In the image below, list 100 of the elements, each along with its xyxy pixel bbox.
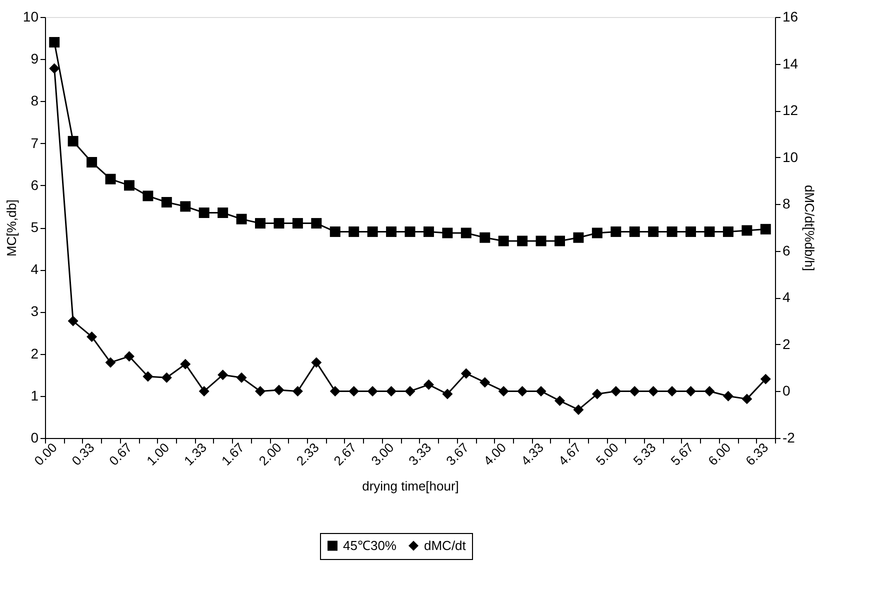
y2-tick-label: 14 (782, 55, 798, 72)
point (124, 351, 134, 362)
point (554, 236, 565, 246)
point (592, 228, 602, 238)
x-tick-label: 4.67 (555, 440, 584, 468)
point (404, 226, 416, 237)
x-tick-label: 0.33 (68, 440, 98, 468)
y2-tick-label: 2 (782, 336, 790, 352)
point (460, 228, 472, 238)
point (161, 196, 172, 208)
point (311, 357, 322, 368)
point (198, 386, 210, 396)
y2-tick-label: 8 (782, 196, 790, 212)
point (629, 226, 640, 237)
y-tick-label: 6 (30, 176, 39, 193)
point (68, 316, 78, 326)
point (742, 394, 752, 404)
point (442, 228, 453, 238)
point (480, 377, 490, 388)
point (255, 386, 266, 396)
point (386, 386, 397, 396)
point (86, 157, 98, 168)
y-tick-label: 4 (30, 261, 39, 278)
x-tick-label: 1.00 (144, 440, 172, 468)
point (517, 236, 528, 246)
point (386, 226, 397, 237)
y2-tick-label: 4 (782, 289, 790, 306)
point (536, 386, 546, 396)
point (274, 218, 284, 229)
y-tick-label: 9 (30, 50, 39, 67)
point (648, 226, 659, 237)
point (423, 379, 434, 390)
point (292, 386, 303, 396)
point (218, 208, 228, 218)
point (330, 386, 340, 396)
point (686, 386, 696, 396)
point (517, 386, 528, 396)
legend-label: dMC/dt (424, 538, 466, 553)
point (722, 390, 734, 402)
legend-label: 45℃30% (343, 538, 397, 553)
point (686, 226, 696, 237)
x-tick-label: 3.00 (368, 440, 397, 468)
point (480, 232, 490, 243)
point (666, 226, 678, 237)
point (274, 384, 284, 396)
point (573, 232, 584, 243)
point (610, 386, 622, 396)
point (49, 37, 60, 48)
point (704, 226, 715, 237)
y2-tick-label: 6 (782, 242, 790, 258)
point (760, 224, 771, 234)
y2-axis-title: dMC/dt[%db/h] (802, 185, 818, 271)
point (255, 218, 266, 229)
point (142, 371, 154, 382)
point (292, 218, 303, 229)
point (460, 368, 472, 379)
point (236, 372, 247, 383)
x-tick-label: 5.00 (592, 440, 622, 468)
point (161, 372, 172, 383)
point (367, 386, 378, 396)
point (124, 180, 134, 191)
y-tick-label: 5 (30, 219, 39, 235)
y2-tick-label: 0 (782, 382, 790, 399)
y-tick-label: 1 (30, 387, 39, 404)
point (760, 374, 771, 384)
point (68, 136, 78, 146)
x-tick-label: 1.33 (181, 440, 210, 468)
point (105, 174, 116, 184)
y2-tick-label: -2 (782, 430, 796, 446)
point (573, 404, 584, 415)
point (367, 226, 378, 237)
point (648, 386, 659, 396)
point (704, 386, 715, 396)
point (311, 218, 322, 229)
point (498, 386, 509, 396)
point (742, 225, 752, 236)
y-tick-label: 10 (22, 8, 39, 24)
point (536, 236, 546, 246)
x-axis-title: drying time[hour] (362, 478, 459, 494)
point (236, 214, 247, 224)
point (554, 396, 565, 406)
x-tick-label: 4.00 (480, 440, 510, 468)
y-tick-label: 2 (30, 345, 39, 362)
point (442, 388, 453, 400)
point (610, 226, 622, 237)
y-axis-title: MC[%,db] (4, 199, 19, 257)
point (86, 331, 98, 342)
point (180, 358, 191, 370)
x-tick-label: 3.33 (406, 440, 434, 468)
point (404, 386, 416, 396)
point (629, 386, 640, 396)
point (180, 201, 191, 212)
x-tick-label: 6.33 (742, 440, 772, 468)
x-tick-label: 6.00 (705, 440, 734, 468)
point (49, 63, 60, 74)
y2-tick-label: 12 (782, 102, 798, 118)
y2-tick-label: 16 (782, 8, 798, 24)
point (348, 226, 360, 237)
y-tick-label: 3 (30, 303, 39, 320)
point (198, 208, 210, 218)
